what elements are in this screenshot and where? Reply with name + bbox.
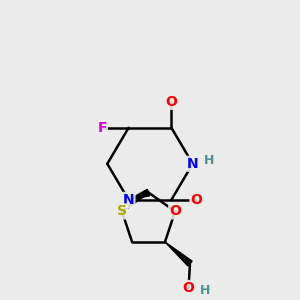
Text: N: N (123, 193, 134, 207)
Text: O: O (190, 193, 202, 207)
Text: S: S (117, 204, 127, 218)
Text: O: O (169, 204, 181, 218)
Polygon shape (165, 242, 192, 266)
Text: F: F (98, 121, 107, 135)
Text: O: O (183, 281, 194, 295)
Polygon shape (129, 189, 150, 200)
Text: H: H (200, 284, 210, 297)
Text: H: H (204, 154, 214, 167)
Text: O: O (165, 95, 177, 109)
Text: N: N (187, 157, 199, 171)
